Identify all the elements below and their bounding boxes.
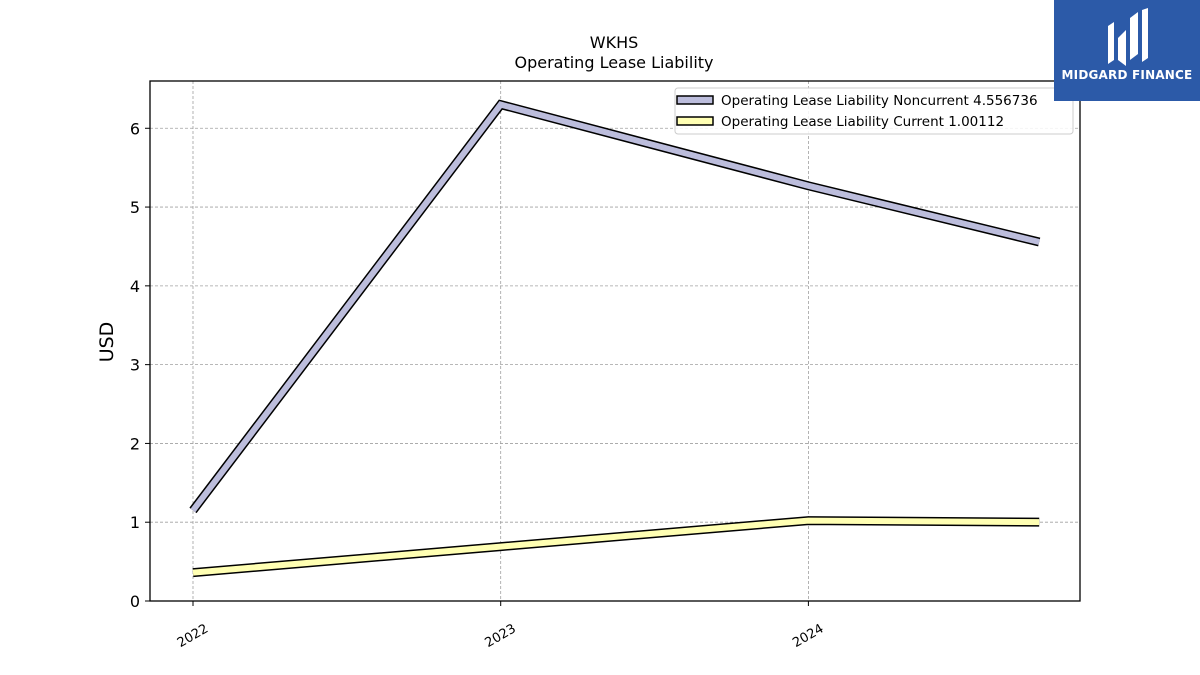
series-line-0 <box>190 101 1040 513</box>
y-tick-label: 2 <box>130 434 140 453</box>
chart-title: WKHS <box>590 33 639 52</box>
y-tick-label: 1 <box>130 513 140 532</box>
y-axis-label: USD <box>96 322 118 363</box>
y-tick-label: 4 <box>130 277 140 296</box>
x-tick-label: 2023 <box>483 621 519 651</box>
brand-logo: MIDGARD FINANCE <box>1054 0 1200 101</box>
plot-frame <box>149 80 1081 602</box>
legend-label: Operating Lease Liability Current 1.0011… <box>721 114 1004 130</box>
legend-box <box>674 87 1074 135</box>
legend-label: Operating Lease Liability Noncurrent 4.5… <box>721 93 1038 109</box>
y-tick-label: 0 <box>130 592 140 611</box>
x-tick-label: 2024 <box>790 621 826 651</box>
legend-swatch <box>676 116 714 126</box>
logo-text: MIDGARD FINANCE <box>1061 68 1193 82</box>
x-tick-label: 2022 <box>175 621 211 651</box>
legend-swatch <box>676 95 714 105</box>
series-line-1 <box>192 517 1040 576</box>
series-outline-0 <box>189 99 1041 514</box>
y-tick-label: 6 <box>130 119 140 138</box>
series-layer <box>189 99 1041 578</box>
legend: Operating Lease Liability Noncurrent 4.5… <box>674 87 1074 135</box>
chart-subtitle: Operating Lease Liability <box>514 53 713 72</box>
y-tick-label: 5 <box>130 198 140 217</box>
y-tick-label: 3 <box>130 356 140 375</box>
midgard-logo-icon <box>1108 8 1148 66</box>
